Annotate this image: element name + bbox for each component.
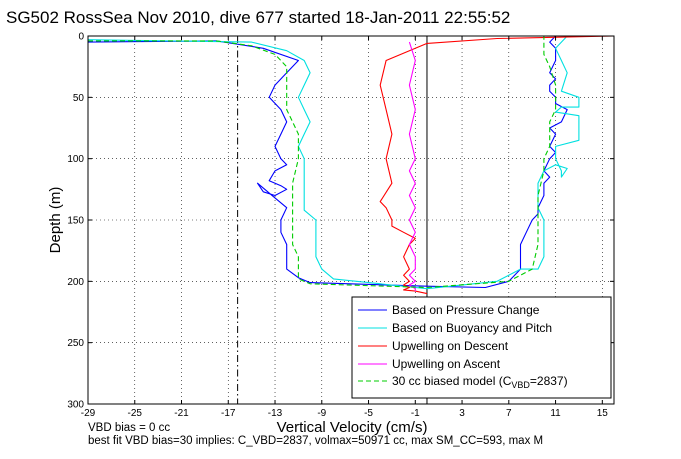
x-tick-label: -17 bbox=[221, 408, 236, 419]
y-axis-ticks: 0 50 100 150 200 250 300 bbox=[67, 32, 614, 411]
series-line-1-segment-0 bbox=[88, 39, 428, 290]
y-tick-label: 300 bbox=[67, 400, 84, 411]
x-tick-label: -21 bbox=[174, 408, 189, 419]
x-axis-label: Vertical Velocity (cm/s) bbox=[277, 419, 428, 436]
series-line-3-segment-0 bbox=[408, 41, 416, 292]
series-line-0-segment-0 bbox=[88, 40, 428, 287]
series-line-4-segment-0 bbox=[88, 40, 428, 289]
x-tick-label: -5 bbox=[364, 408, 373, 419]
series-group bbox=[88, 36, 614, 295]
x-tick-label: 11 bbox=[550, 408, 561, 419]
x-tick-label: -13 bbox=[268, 408, 283, 419]
best-fit-note: best fit VBD bias=30 implies: C_VBD=2837… bbox=[88, 435, 543, 447]
y-tick-label: 250 bbox=[67, 338, 84, 349]
y-tick-label: 50 bbox=[73, 93, 85, 104]
y-tick-label: 150 bbox=[67, 216, 84, 227]
legend-label-buoyancy-pitch: Based on Buoyancy and Pitch bbox=[392, 321, 552, 335]
legend-label-upwelling-descent: Upwelling on Descent bbox=[392, 339, 509, 353]
legend: Based on Pressure Change Based on Buoyan… bbox=[351, 296, 612, 399]
y-tick-label: 0 bbox=[78, 32, 84, 43]
y-tick-label: 200 bbox=[67, 277, 84, 288]
series-line-0-segment-1 bbox=[426, 36, 568, 289]
legend-label-upwelling-ascent: Upwelling on Ascent bbox=[392, 357, 501, 371]
series-line-1-segment-1 bbox=[426, 36, 580, 290]
x-tick-label: 7 bbox=[506, 408, 512, 419]
x-tick-label: -29 bbox=[81, 408, 96, 419]
legend-label-pressure-change: Based on Pressure Change bbox=[392, 303, 540, 317]
x-tick-label: -1 bbox=[411, 408, 420, 419]
y-tick-label: 100 bbox=[67, 154, 84, 165]
x-tick-label: 15 bbox=[597, 408, 609, 419]
x-tick-label: 3 bbox=[459, 408, 465, 419]
y-axis-label: Depth (m) bbox=[47, 187, 64, 254]
legend-box bbox=[351, 296, 612, 399]
x-tick-label: -9 bbox=[317, 408, 326, 419]
vbd-bias-note: VBD bias = 0 cc bbox=[88, 422, 170, 434]
x-tick-label: -25 bbox=[128, 408, 143, 419]
chart-title: SG502 RossSea Nov 2010, dive 677 started… bbox=[6, 8, 510, 27]
legend-label-biased-model: 30 cc biased model (CVBD=2837) bbox=[392, 374, 568, 390]
series-line-4-segment-1 bbox=[426, 36, 557, 289]
series-line-2-segment-0 bbox=[379, 36, 614, 295]
x-axis-ticks: -29 -25 -21 -17 -13 -9 -5 -1 3 7 11 15 bbox=[81, 36, 609, 419]
